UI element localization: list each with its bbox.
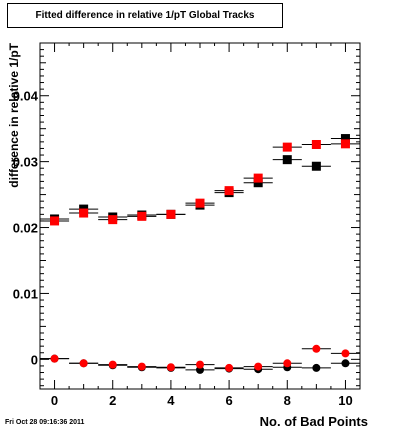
x-tick-label: 8 [284, 393, 291, 408]
square-marker [311, 161, 321, 171]
circle-marker [196, 360, 204, 369]
tick-labels: 0 2 4 6 8 10 0 0.01 0.02 0.03 0.04 [13, 89, 353, 408]
square-marker [311, 139, 321, 149]
square-marker [137, 211, 147, 221]
x-tick-label: 4 [167, 393, 175, 408]
chart-title-box: Fitted difference in relative 1/pT Globa… [7, 3, 283, 28]
square-marker [340, 134, 350, 144]
footer-timestamp: Fri Oct 28 09:16:36 2011 [5, 419, 85, 426]
square-marker [224, 186, 234, 196]
chart-title: Fitted difference in relative 1/pT Globa… [35, 10, 255, 21]
x-tick-label: 10 [338, 393, 352, 408]
axis-ticks [39, 43, 361, 389]
x-tick-label: 6 [225, 393, 232, 408]
square-marker [195, 198, 205, 208]
square-marker [166, 209, 176, 219]
square-marker [253, 173, 263, 183]
y-tick-label: 0.04 [13, 89, 39, 104]
circle-marker [137, 362, 146, 371]
circle-marker [312, 344, 321, 353]
circle-marker [108, 360, 117, 369]
square-marker [79, 208, 89, 218]
data-marks [40, 134, 360, 374]
y-axis-label: difference in relative 1/pT [7, 42, 21, 187]
circle-marker [225, 363, 234, 372]
x-tick-label: 0 [51, 393, 58, 408]
square-marker [108, 215, 118, 225]
circle-marker [341, 359, 350, 368]
y-tick-label: 0.03 [13, 155, 38, 170]
circle-marker [341, 349, 350, 358]
square-marker [282, 142, 292, 152]
circle-marker [166, 363, 175, 372]
square-marker [340, 139, 350, 149]
square-marker [282, 155, 292, 165]
circle-marker [283, 359, 292, 368]
x-axis-label: No. of Bad Points [260, 414, 368, 429]
y-tick-label: 0 [31, 352, 38, 367]
x-tick-label: 2 [109, 393, 116, 408]
circle-marker [79, 359, 88, 368]
circle-marker [312, 363, 321, 372]
circle-marker [254, 362, 263, 371]
y-tick-label: 0.02 [13, 221, 38, 236]
y-tick-label: 0.01 [13, 286, 38, 301]
circle-marker [50, 354, 59, 363]
square-marker [50, 216, 60, 226]
square-marker [253, 178, 263, 188]
